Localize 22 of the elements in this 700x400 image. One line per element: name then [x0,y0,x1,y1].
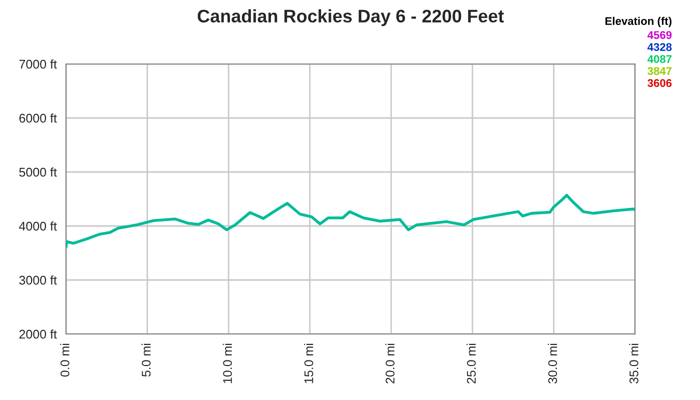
y-tick-label: 3000 ft [19,275,57,285]
x-tick-label: 5.0 mi [141,344,151,377]
text: 3606 [648,79,672,87]
x-tick-label: 20.0 mi [385,344,394,384]
line-series [66,194,635,249]
y-tick-label: 2000 ft [19,329,57,339]
x-tick-label: 30.0 mi [548,344,558,384]
y-tick-label: 6000 ft [19,113,57,123]
text: 4328 [647,43,672,51]
y-tick-label: 5000 ft [19,167,57,177]
text: 4087 [647,55,672,63]
x-tick-label: 0.0 mi [60,344,70,377]
text: 4569 [647,31,672,39]
text: Elevation (ft) [605,16,672,28]
x-tick-label: 35.0 mi [629,344,638,384]
text: 3847 [648,67,672,75]
x-tick-label: 10.0 mi [222,344,232,384]
y-tick-label: 4000 ft [19,221,57,231]
x-tick-label: 15.0 mi [304,344,314,384]
x-tick-label: 25.0 mi [466,344,476,384]
y-tick-label: 7000 ft [19,59,57,69]
chart-title: Canadian Rockies Day 6 - 2200 Feet [198,9,504,26]
